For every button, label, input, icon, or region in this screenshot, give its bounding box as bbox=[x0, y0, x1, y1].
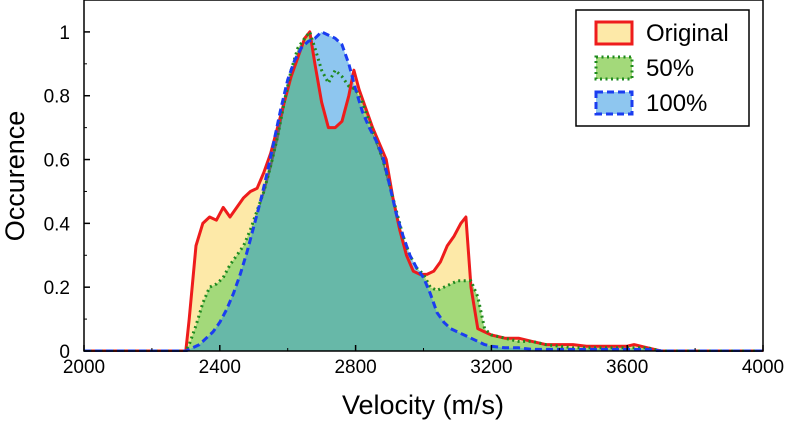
legend-label-2: 100% bbox=[646, 90, 707, 117]
series-line-2 bbox=[84, 30, 763, 352]
y-tick-label: 0 bbox=[59, 342, 70, 363]
legend-swatch-0 bbox=[594, 20, 634, 46]
series-lines bbox=[84, 30, 763, 352]
x-tick-label: 2800 bbox=[334, 357, 376, 378]
x-tick-label: 2400 bbox=[199, 357, 241, 378]
y-tick-label: 0.6 bbox=[44, 151, 70, 172]
x-tick-label: 2000 bbox=[63, 357, 105, 378]
legend-label-1: 50% bbox=[646, 55, 694, 82]
x-axis-label: Velocity (m/s) bbox=[342, 390, 504, 420]
x-tick-label: 3600 bbox=[606, 357, 648, 378]
area-fill-overlap bbox=[84, 31, 763, 352]
y-tick-label: 1 bbox=[59, 23, 70, 44]
x-tick-label: 4000 bbox=[742, 357, 784, 378]
legend-label-0: Original bbox=[646, 20, 729, 47]
y-tick-label: 0.4 bbox=[44, 214, 71, 235]
y-axis-label: Occurence bbox=[0, 111, 30, 242]
legend-swatch-2 bbox=[594, 90, 634, 116]
series-line-0 bbox=[84, 30, 763, 352]
x-tick-label: 3200 bbox=[470, 357, 512, 378]
legend: Original 50% 100% bbox=[575, 9, 750, 127]
y-axis-ticks: 0 0.2 0.4 0.6 0.8 1 bbox=[44, 0, 90, 363]
x-axis-ticks: 2000 2400 2800 3200 3600 4000 bbox=[63, 345, 784, 378]
y-tick-label: 0.8 bbox=[44, 87, 70, 108]
y-tick-label: 0.2 bbox=[44, 278, 70, 299]
legend-swatch-1 bbox=[594, 55, 634, 81]
